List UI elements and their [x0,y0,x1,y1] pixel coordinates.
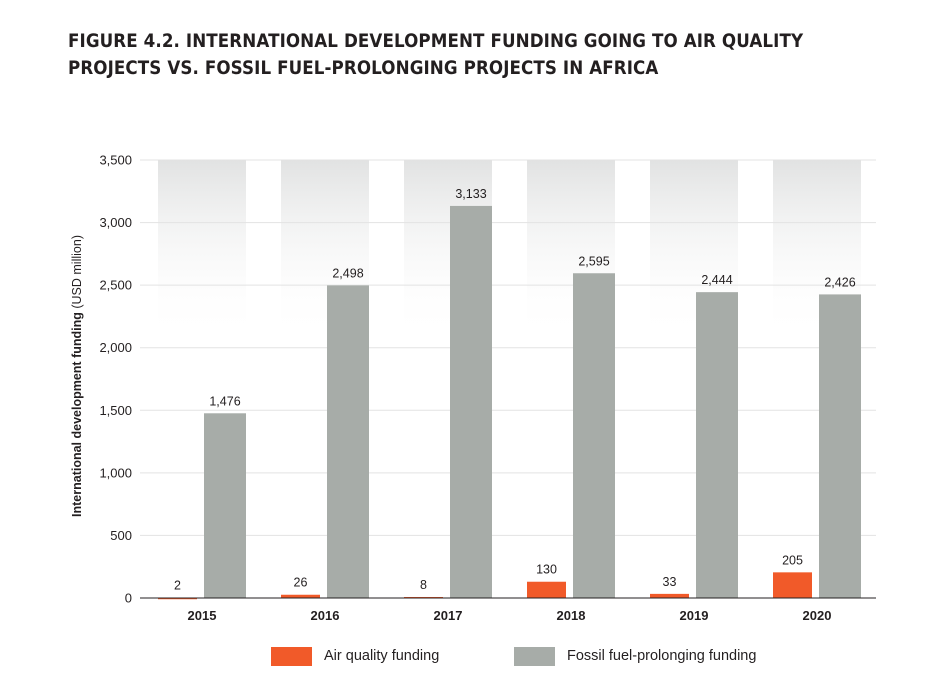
y-tick-label: 1,500 [99,403,132,418]
data-label-fossil-fuel: 2,498 [332,266,363,280]
data-label-air-quality: 26 [294,576,308,590]
x-tick-label: 2017 [434,608,463,623]
data-label-fossil-fuel: 2,595 [578,254,609,268]
category-band [158,160,246,340]
bar-fossil-fuel [450,205,492,598]
x-axis-ticks: 2015 2016 2017 2018 2019 2020 [188,608,832,623]
bar-fossil-fuel [573,273,615,598]
legend-label-air-quality: Air quality funding [324,648,440,664]
y-axis-label: International development funding (USD m… [70,235,84,517]
legend-swatch-fossil-fuel [514,646,555,666]
legend-label-fossil-fuel: Fossil fuel-prolonging funding [567,648,757,664]
data-label-air-quality: 2 [174,579,181,593]
bar-air-quality [281,594,320,598]
y-tick-label: 2,000 [99,340,132,355]
x-tick-label: 2015 [188,608,217,623]
bar-air-quality [527,581,566,598]
bar-fossil-fuel [204,413,246,598]
bar-fossil-fuel [819,294,861,598]
y-tick-label: 0 [125,591,132,606]
data-label-fossil-fuel: 3,133 [455,187,486,201]
bar-fossil-fuel [696,292,738,598]
y-tick-label: 500 [110,528,132,543]
x-tick-label: 2018 [557,608,586,623]
gridlines [140,159,876,536]
x-tick-label: 2019 [680,608,709,623]
data-label-air-quality: 33 [663,575,677,589]
data-label-air-quality: 130 [536,563,557,577]
y-tick-label: 3,000 [99,215,132,230]
legend-swatch-air-quality [271,646,312,666]
y-axis-label-unit: (USD million) [70,235,84,312]
figure-title: FIGURE 4.2. INTERNATIONAL DEVELOPMENT FU… [68,30,804,79]
y-axis-label-main: International development funding [70,312,84,517]
data-label-fossil-fuel: 1,476 [209,394,240,408]
data-label-air-quality: 205 [782,553,803,567]
data-label-fossil-fuel: 2,426 [824,275,855,289]
x-tick-label: 2020 [803,608,832,623]
bar-chart: 0 500 1,000 1,500 2,000 2,500 3,000 3,500 2 1,47… [70,153,876,623]
legend: Air quality funding Fossil fuel-prolongi… [0,644,944,668]
x-tick-label: 2016 [311,608,340,623]
bars [158,205,861,600]
y-tick-label: 1,000 [99,465,132,480]
data-label-fossil-fuel: 2,444 [701,273,732,287]
y-axis-ticks: 0 500 1,000 1,500 2,000 2,500 3,000 3,500 [99,153,132,606]
legend-item-air-quality: Air quality funding [271,644,439,668]
legend-item-fossil-fuel: Fossil fuel-prolonging funding [514,644,756,668]
y-tick-label: 3,500 [99,153,132,168]
bar-air-quality [773,572,812,598]
bar-air-quality [650,593,689,598]
y-tick-label: 2,500 [99,278,132,293]
data-labels: 2 1,476 26 2,498 8 3,133 130 2,595 33 2,444 205 2,4… [174,187,856,593]
category-background-bands [158,160,861,340]
bar-fossil-fuel [327,285,369,598]
data-label-air-quality: 8 [420,578,427,592]
